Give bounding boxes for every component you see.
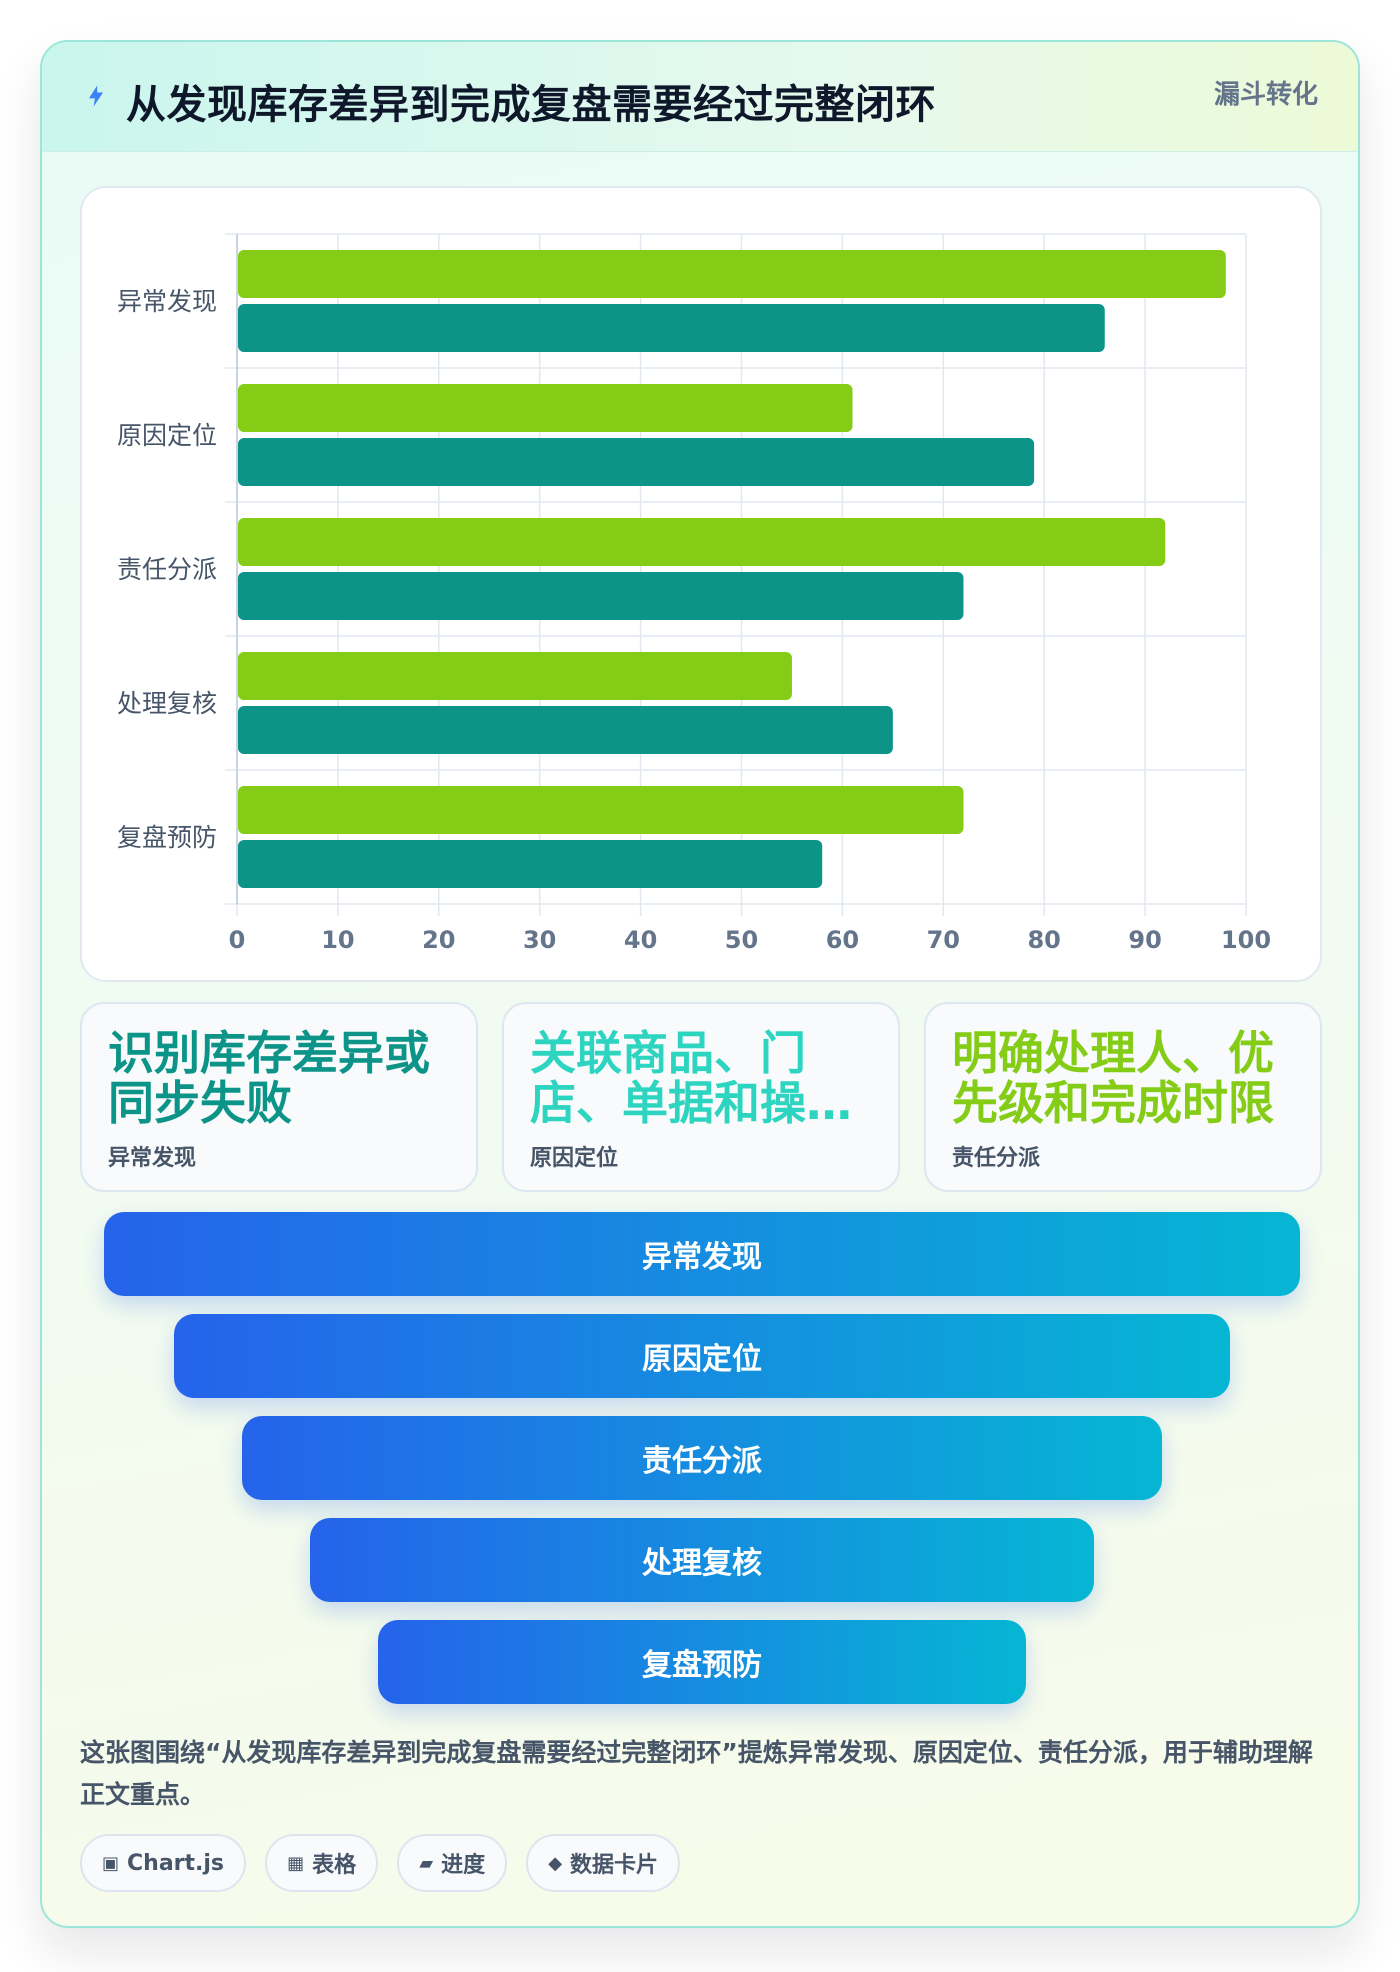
tag-label: 数据卡片 [570, 1853, 659, 1878]
bar-series-2 [238, 572, 964, 620]
stat-value: 识别库存差异或同步失败 [108, 1028, 430, 1128]
bar-series-1 [238, 786, 964, 834]
funnel-step-label: 原因定位 [642, 1342, 762, 1377]
x-tick-label: 20 [422, 926, 455, 954]
card-header: 从发现库存差异到完成复盘需要经过完整闭环 漏斗转化 [42, 42, 1358, 152]
stat-cards: 识别库存差异或同步失败 异常发现 关联商品、门店、单据和操作记录 原因定位 明确… [80, 1002, 1322, 1192]
tag-table[interactable]: ▦ 表格 [265, 1834, 379, 1892]
funnel: 异常发现 原因定位 责任分派 处理复核 复盘预防 [42, 1212, 1358, 1704]
x-tick-label: 70 [927, 926, 960, 954]
y-category-label: 处理复核 [117, 689, 217, 718]
stat-value: 明确处理人、优先级和完成时限 [952, 1028, 1274, 1128]
funnel-step-label: 复盘预防 [642, 1648, 762, 1683]
bar-chart-panel: 0 10 20 30 40 50 60 70 80 90 100 异常发现原因定位责任分派处理复核复盘… [80, 186, 1322, 982]
tag-label: 表格 [312, 1853, 357, 1878]
funnel-step: 复盘预防 [378, 1620, 1026, 1704]
y-category-label: 原因定位 [117, 421, 217, 450]
lightning-icon [89, 85, 103, 107]
stat-label: 责任分派 [952, 1146, 1041, 1171]
y-category-label: 复盘预防 [117, 823, 217, 852]
tag-label: 进度 [441, 1853, 486, 1878]
stat-card: 关联商品、门店、单据和操作记录 原因定位 [502, 1002, 900, 1192]
chart-icon: ▣ [102, 1852, 120, 1874]
tag-chartjs[interactable]: ▣ Chart.js [80, 1834, 247, 1892]
bar-series-2 [238, 438, 1035, 486]
bar-series-2 [238, 840, 823, 888]
x-tick-label: 30 [523, 926, 556, 954]
funnel-step: 处理复核 [310, 1518, 1094, 1602]
funnel-step: 责任分派 [242, 1416, 1162, 1500]
x-tick-label: 90 [1128, 926, 1161, 954]
description: 这张图围绕“从发现库存差异到完成复盘需要经过完整闭环”提炼异常发现、原因定位、责… [80, 1738, 1313, 1809]
tag-progress[interactable]: ▰ 进度 [397, 1834, 508, 1892]
funnel-step-label: 责任分派 [642, 1444, 762, 1479]
funnel-step: 异常发现 [104, 1212, 1300, 1296]
x-tick-label: 100 [1221, 926, 1271, 954]
funnel-step-label: 处理复核 [642, 1546, 762, 1581]
stat-value: 关联商品、门店、单据和操作记录 [530, 1028, 852, 1128]
tag-data-card[interactable]: ◆ 数据卡片 [526, 1834, 681, 1892]
page-title: 从发现库存差异到完成复盘需要经过完整闭环 [126, 82, 936, 128]
infographic-card: 从发现库存差异到完成复盘需要经过完整闭环 漏斗转化 0 10 20 30 40 50 60 7… [40, 40, 1360, 1928]
y-category-label: 异常发现 [117, 287, 217, 316]
stat-card: 明确处理人、优先级和完成时限 责任分派 [924, 1002, 1322, 1192]
funnel-step: 原因定位 [174, 1314, 1230, 1398]
x-tick-label: 60 [826, 926, 859, 954]
bar-series-1 [238, 518, 1166, 566]
x-tick-label: 10 [321, 926, 354, 954]
stat-card: 识别库存差异或同步失败 异常发现 [80, 1002, 478, 1192]
x-tick-label: 50 [725, 926, 758, 954]
bar-series-1 [238, 250, 1226, 298]
tag-label: Chart.js [127, 1850, 225, 1876]
stat-label: 异常发现 [108, 1146, 197, 1171]
x-tick-label: 80 [1027, 926, 1060, 954]
x-tick-label: 40 [624, 926, 657, 954]
bar-series-1 [238, 652, 792, 700]
funnel-step-label: 异常发现 [642, 1240, 762, 1275]
bar-chart: 0 10 20 30 40 50 60 70 80 90 100 异常发现原因定位责任分派处理复核复盘… [117, 233, 1271, 954]
table-icon: ▦ [287, 1852, 305, 1874]
y-category-label: 责任分派 [117, 555, 217, 584]
bar-series-1 [238, 384, 853, 432]
bar-series-2 [238, 706, 893, 754]
x-tick-label: 0 [229, 926, 246, 954]
chart-type-badge: 漏斗转化 [1213, 80, 1318, 110]
tag-list: ▣ Chart.js ▦ 表格 ▰ 进度 ◆ 数据卡片 [80, 1834, 694, 1892]
progress-icon: ▰ [419, 1852, 434, 1874]
diamond-icon: ◆ [548, 1852, 563, 1874]
stat-label: 原因定位 [530, 1146, 619, 1171]
bar-series-2 [238, 304, 1105, 352]
